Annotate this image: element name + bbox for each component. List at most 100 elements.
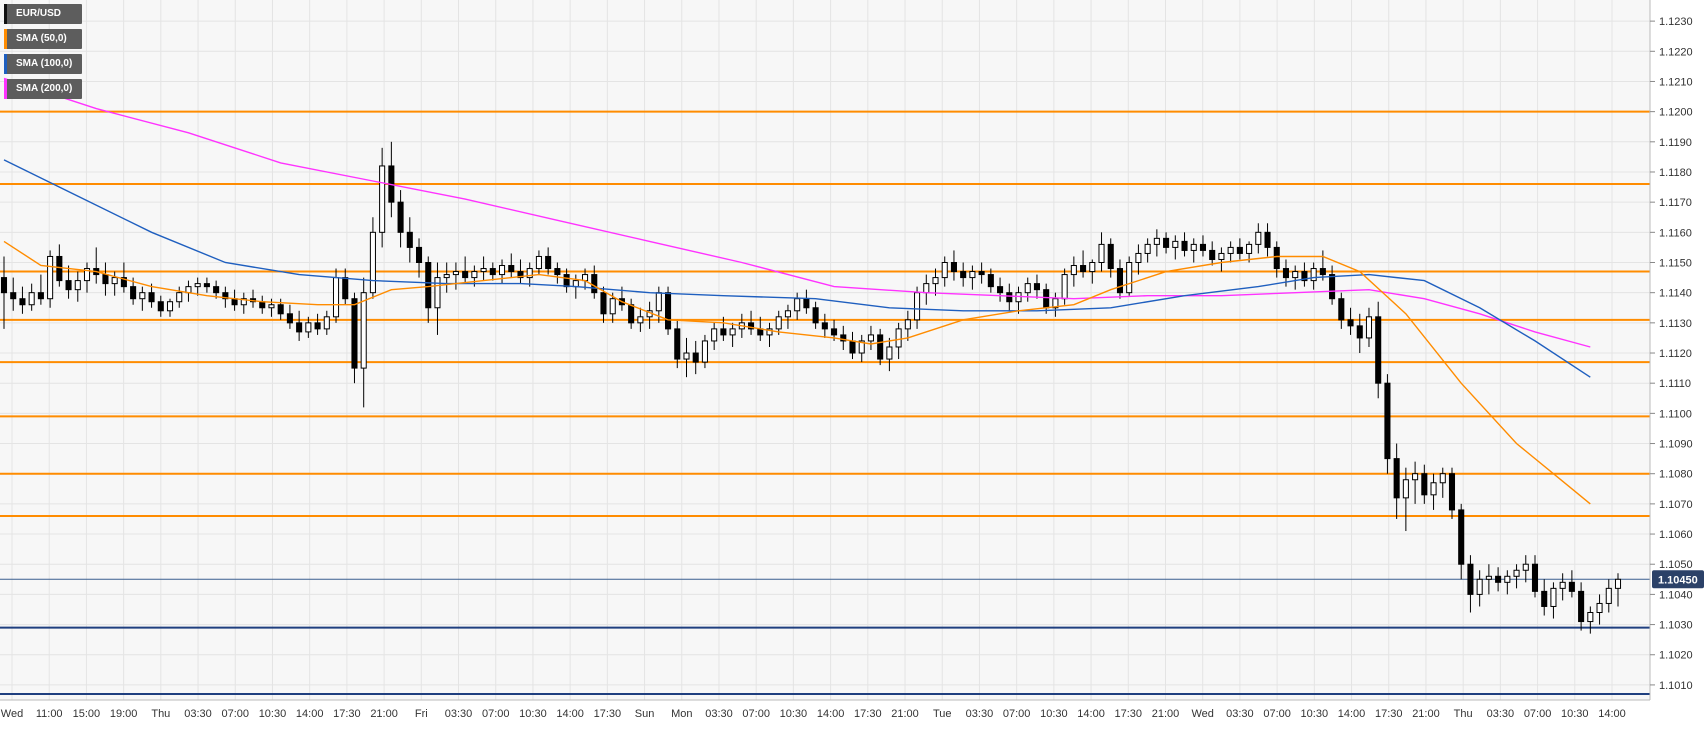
legend-item-sma50[interactable]: SMA (50,0) [4, 29, 83, 49]
candle-body-up [1218, 252, 1225, 260]
x-tick-label: 07:00 [482, 708, 510, 720]
candle-body-down [849, 340, 856, 354]
x-tick-label: 07:00 [221, 708, 249, 720]
candle [1163, 232, 1170, 254]
candle [720, 316, 727, 341]
candle-body-up [1430, 482, 1437, 496]
candle-body-up [683, 352, 690, 360]
candle [1301, 262, 1308, 287]
candle-body-down [665, 292, 672, 330]
candle [508, 253, 515, 278]
candle [397, 190, 404, 248]
candle [434, 262, 441, 335]
candle [1338, 292, 1345, 329]
candle [960, 262, 967, 287]
candle-body-up [268, 304, 275, 309]
candle-body-down [120, 277, 127, 288]
candle [1080, 250, 1087, 278]
legend-item-eurusd[interactable]: EUR/USD [4, 4, 83, 24]
candle-body-down [1319, 268, 1326, 276]
candle [323, 310, 330, 335]
candle-body-up [1061, 274, 1068, 300]
candle-body-up [794, 298, 801, 312]
candle-body-up [1596, 602, 1603, 614]
x-tick-label: Wed [1191, 708, 1213, 720]
x-tick-label: 03:30 [1487, 708, 1515, 720]
candle-body-down [748, 322, 755, 330]
candle-body-up [1070, 265, 1077, 276]
x-tick-label: Tue [933, 708, 952, 720]
candle [166, 298, 174, 317]
candle-body-up [176, 292, 183, 303]
candle [1531, 555, 1539, 598]
candle [1209, 241, 1216, 266]
candle [1430, 473, 1437, 510]
candle [1356, 313, 1363, 354]
x-tick-label: 14:00 [1338, 708, 1366, 720]
candle-body-down [628, 304, 635, 324]
candle [1310, 262, 1317, 290]
candle [1412, 461, 1419, 504]
candle [932, 268, 939, 296]
candle-body-down [1199, 243, 1207, 251]
candle [1153, 229, 1160, 257]
y-tick-label: 1.1080 [1659, 469, 1693, 481]
candle [213, 280, 220, 299]
candle [1098, 232, 1105, 272]
legend-item-sma200[interactable]: SMA (200,0) [4, 79, 83, 99]
candle [858, 334, 865, 363]
x-tick-label: 07:00 [1524, 708, 1552, 720]
candle-body-up [1550, 587, 1557, 607]
candle-body-down [342, 277, 349, 300]
candle-body-up [766, 328, 773, 336]
x-tick-label: 19:00 [110, 708, 138, 720]
candle-body-down [406, 231, 413, 248]
candle-body-down [1006, 292, 1013, 303]
candle [812, 301, 819, 329]
candle [766, 322, 773, 347]
candle-body-down [1375, 316, 1382, 384]
candle-body-up [895, 328, 902, 348]
candle [425, 256, 432, 323]
candle-body-down [1282, 268, 1290, 279]
candle-body-up [471, 271, 478, 279]
candle-body-up [535, 255, 542, 270]
x-tick-label: 17:30 [333, 708, 361, 720]
candle-body-up [1172, 240, 1179, 248]
candle [120, 262, 127, 293]
candle [775, 310, 782, 335]
candle-body-up [904, 319, 911, 330]
legend-item-sma100[interactable]: SMA (100,0) [4, 54, 83, 74]
x-axis: Wed 11:00 15:00 19:00 Thu 03:30 07:00 10:30 14:0… [0, 699, 1650, 720]
candle-body-down [1236, 246, 1243, 254]
candle-body-down [840, 334, 847, 342]
x-tick-label: 10:30 [259, 708, 287, 720]
candle [877, 328, 884, 366]
candle [83, 262, 91, 293]
candle [1393, 443, 1400, 519]
y-tick-label: 1.1040 [1659, 589, 1693, 601]
candle-body-up [729, 328, 736, 336]
candle-body-up [1513, 569, 1520, 577]
candle-body-down [1338, 298, 1345, 321]
candle-body-down [674, 328, 681, 360]
candle [148, 283, 155, 308]
candle [904, 310, 911, 341]
candle-body-down [351, 298, 358, 369]
candle [978, 262, 985, 284]
x-tick-label: Thu [1454, 708, 1473, 720]
candle [1485, 564, 1492, 595]
candle [56, 244, 63, 287]
y-tick-label: 1.1220 [1659, 46, 1693, 58]
candle-body-down [1384, 382, 1391, 460]
candle [840, 325, 847, 350]
candle-body-down [222, 292, 229, 300]
candle [305, 316, 312, 338]
candle [748, 310, 755, 335]
candle-body-up [323, 316, 330, 330]
candle-body-up [1402, 479, 1409, 499]
candle [1052, 292, 1059, 317]
candle-body-up [47, 255, 54, 300]
